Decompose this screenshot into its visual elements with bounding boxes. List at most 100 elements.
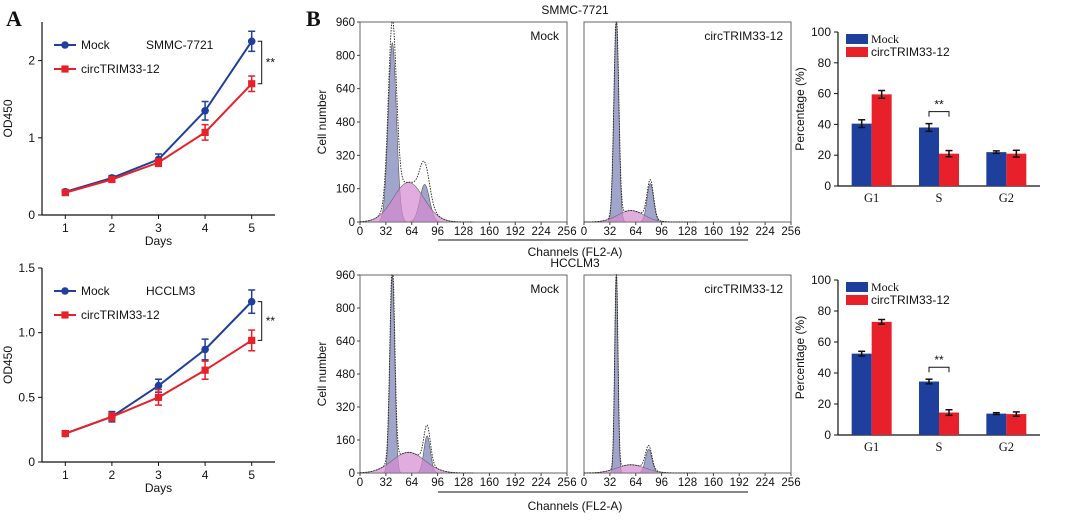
histogram-title: Mock bbox=[530, 29, 560, 43]
x-tick-label: 256 bbox=[781, 226, 800, 238]
section-title: SMMC-7721 bbox=[541, 3, 609, 17]
s-phase-area bbox=[359, 182, 474, 223]
phase-bar-chart-B-top-bar: 0 20 40 60 80 100 Percentage (%) G1 S G2 MockcircT… bbox=[793, 25, 1040, 205]
data-point bbox=[154, 393, 163, 401]
data-point bbox=[201, 366, 209, 374]
y-tick-label: 0 bbox=[824, 179, 831, 193]
y-tick-label: 160 bbox=[336, 184, 355, 196]
y-tick-label: 800 bbox=[336, 50, 355, 62]
x-tick-label: 96 bbox=[655, 477, 668, 489]
data-point bbox=[247, 37, 256, 46]
legend-label: circTRIM33-12 bbox=[871, 45, 950, 59]
section-title: HCCLM3 bbox=[550, 256, 600, 270]
x-tick-label: 4 bbox=[202, 221, 209, 235]
chart-title: HCCLM3 bbox=[146, 284, 196, 298]
x-tick-label: 64 bbox=[405, 477, 418, 489]
x-tick-label: 0 bbox=[581, 226, 587, 238]
y-tick-label: 640 bbox=[336, 336, 355, 348]
bar-S-0 bbox=[919, 127, 939, 186]
x-tick-label: 96 bbox=[431, 477, 444, 489]
y-axis-label: Percentage (%) bbox=[793, 67, 807, 150]
error-bar bbox=[878, 89, 886, 99]
x-tick-label: 32 bbox=[603, 226, 616, 238]
x-tick-label: 224 bbox=[532, 226, 552, 238]
y-tick-label: 20 bbox=[818, 148, 832, 162]
bar-S-0 bbox=[919, 381, 939, 435]
cell-cycle-histogram-B-top-right: 0 32 64 96 128 160 192 224 256 circTRIM33-12 bbox=[581, 21, 801, 238]
phase-bar-chart-B-bottom-bar: 0 20 40 60 80 100 Percentage (%) G1 S G2 MockcircT… bbox=[793, 273, 1040, 454]
x-tick-label: 256 bbox=[557, 477, 576, 489]
x-tick-label: 64 bbox=[629, 226, 642, 238]
y-tick-label: 960 bbox=[336, 17, 355, 29]
x-tick-label: 4 bbox=[202, 468, 209, 482]
s-phase-area bbox=[583, 210, 698, 223]
category-label: G2 bbox=[999, 191, 1014, 205]
x-tick-label: 2 bbox=[109, 221, 116, 235]
x-axis-label: Channels (FL2-A) bbox=[528, 499, 623, 513]
g1-peak bbox=[360, 274, 474, 474]
y-tick-label: 0 bbox=[28, 455, 35, 469]
error-bar bbox=[925, 122, 933, 133]
histogram-envelope bbox=[359, 274, 474, 474]
data-point bbox=[154, 381, 163, 390]
significance-label: ** bbox=[934, 98, 944, 112]
x-tick-label: 96 bbox=[431, 226, 444, 238]
x-tick-label: 224 bbox=[756, 477, 776, 489]
bar-G2-0 bbox=[986, 413, 1007, 435]
x-tick-label: 1 bbox=[62, 468, 69, 482]
histogram-envelope bbox=[359, 21, 474, 223]
x-tick-label: 32 bbox=[603, 477, 616, 489]
x-tick-label: 192 bbox=[506, 226, 525, 238]
error-bar bbox=[858, 350, 866, 357]
chart-title: SMMC-7721 bbox=[146, 38, 214, 52]
y-tick-label: 0 bbox=[824, 428, 831, 442]
y-axis-label: OD450 bbox=[1, 346, 15, 384]
y-tick-label: 20 bbox=[818, 397, 832, 411]
y-tick-label: 480 bbox=[336, 117, 355, 129]
y-tick-label: 0 bbox=[28, 208, 35, 222]
y-tick-label: 960 bbox=[336, 270, 355, 282]
g1-peak bbox=[584, 21, 698, 223]
bar-G1-1 bbox=[871, 321, 892, 435]
bar-G1-1 bbox=[871, 94, 892, 186]
x-tick-label: 5 bbox=[248, 468, 255, 482]
x-tick-label: 96 bbox=[655, 226, 668, 238]
significance-label: ** bbox=[266, 56, 276, 70]
histogram-envelope bbox=[583, 273, 698, 474]
x-tick-label: 3 bbox=[155, 468, 162, 482]
y-tick-label: 60 bbox=[818, 335, 832, 349]
x-axis-label: Days bbox=[145, 234, 172, 248]
data-point bbox=[108, 413, 116, 421]
data-point bbox=[154, 158, 163, 167]
x-axis-label: Channels (FL2-A) bbox=[528, 245, 623, 259]
x-tick-label: 32 bbox=[379, 226, 392, 238]
data-point bbox=[201, 345, 209, 354]
legend-marker bbox=[61, 287, 69, 295]
legend-label: circTRIM33-12 bbox=[871, 293, 950, 307]
growth-chart-A-top: 0 1 2 1 2 3 4 5 Days OD450 SMMC-7721 Mock circTRIM33… bbox=[1, 22, 275, 248]
legend-label: Mock bbox=[81, 284, 111, 298]
y-tick-label: 80 bbox=[818, 304, 832, 318]
x-tick-label: 128 bbox=[678, 477, 697, 489]
x-tick-label: 128 bbox=[454, 226, 473, 238]
data-point bbox=[61, 429, 69, 438]
significance-bracket bbox=[257, 40, 263, 85]
x-tick-label: 128 bbox=[678, 226, 697, 238]
data-point bbox=[201, 128, 209, 136]
y-tick-label: 1.0 bbox=[18, 326, 35, 340]
error-bar bbox=[945, 408, 953, 417]
data-point bbox=[61, 189, 69, 197]
x-tick-label: 2 bbox=[109, 468, 116, 482]
legend-swatch bbox=[846, 47, 868, 57]
error-bar bbox=[1012, 149, 1020, 158]
y-tick-label: 320 bbox=[336, 150, 355, 162]
bar-G2-1 bbox=[1006, 153, 1027, 186]
significance-bracket bbox=[928, 111, 950, 117]
category-label: S bbox=[936, 191, 943, 205]
legend-label: Mock bbox=[871, 280, 899, 294]
significance-bracket bbox=[928, 366, 950, 373]
x-axis-label: Days bbox=[145, 481, 172, 495]
legend-swatch bbox=[846, 282, 868, 292]
y-axis-label: Cell number bbox=[315, 342, 329, 407]
y-tick-label: 0 bbox=[349, 217, 355, 229]
